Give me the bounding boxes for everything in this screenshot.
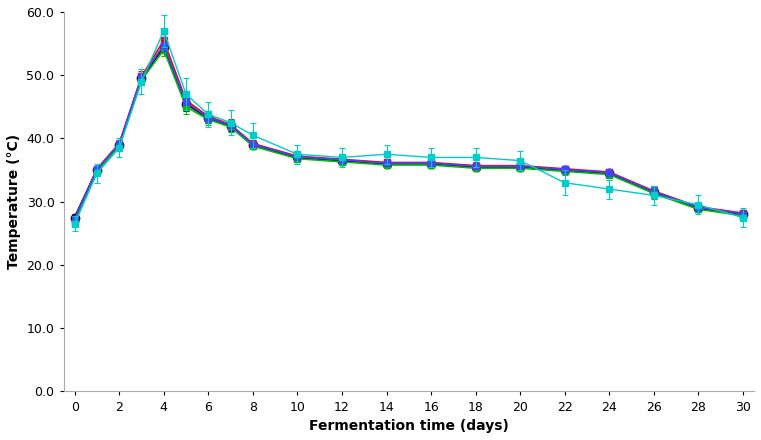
X-axis label: Fermentation time (days): Fermentation time (days) [309, 419, 509, 433]
Y-axis label: Temperature (°C): Temperature (°C) [7, 134, 21, 269]
